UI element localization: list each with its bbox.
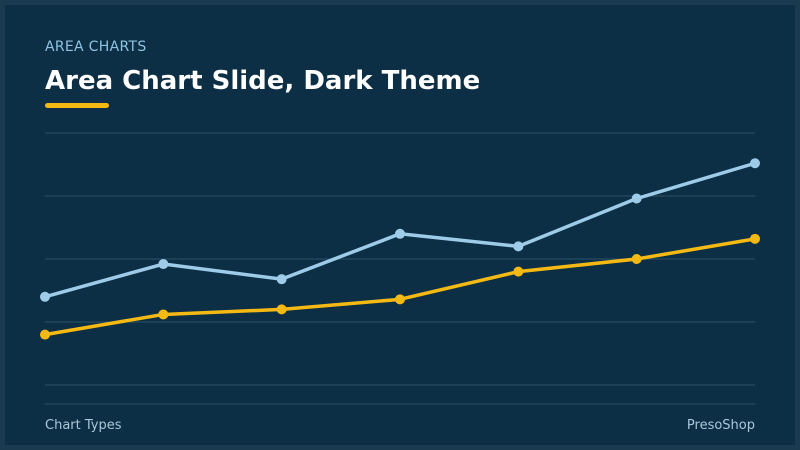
- chart-title: Area Chart Slide, Dark Theme: [45, 66, 480, 96]
- data-point: [276, 304, 287, 315]
- footer-left: Chart Types: [45, 418, 122, 433]
- data-point: [40, 329, 50, 340]
- data-point: [40, 291, 50, 302]
- data-point: [395, 294, 405, 305]
- slide-background: [5, 5, 795, 445]
- data-point: [513, 241, 524, 252]
- data-point: [750, 233, 760, 244]
- data-point: [631, 193, 642, 204]
- footer-right: PresoShop: [687, 418, 755, 433]
- title-underline: [45, 103, 109, 108]
- data-point: [395, 228, 405, 239]
- data-point: [513, 266, 524, 277]
- data-point: [276, 274, 287, 285]
- data-point: [750, 158, 760, 169]
- data-point: [158, 309, 169, 320]
- data-point: [158, 259, 169, 270]
- kicker: AREA CHARTS: [45, 39, 147, 55]
- data-point: [631, 254, 642, 264]
